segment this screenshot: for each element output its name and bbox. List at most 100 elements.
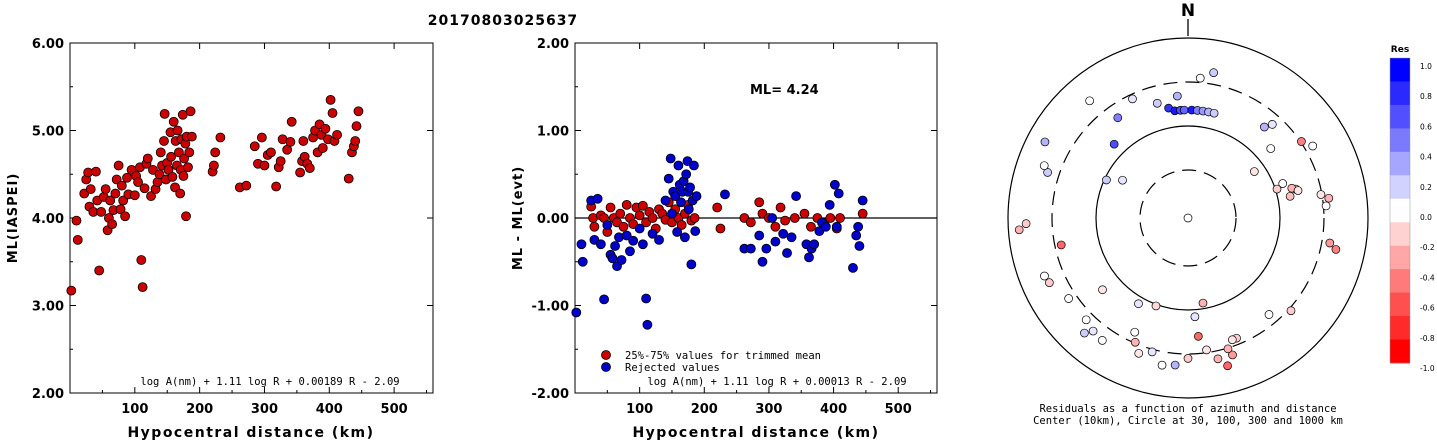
station-marker (1202, 345, 1211, 355)
station-marker (1151, 301, 1161, 311)
colorbar-title: Res (1391, 45, 1409, 55)
station-marker (1039, 161, 1049, 171)
station-marker (1170, 360, 1180, 370)
middle-formula: log A(nm) + 1.11 log R + 0.00013 R - 2.0… (647, 376, 906, 388)
left-y-axis: 2.00 3.00 4.00 5.00 6.00 (32, 37, 433, 402)
station-marker (1278, 179, 1288, 188)
station-marker (1227, 335, 1237, 345)
station-marker (1183, 354, 1193, 363)
data-point (602, 220, 613, 230)
station-marker (1014, 225, 1024, 235)
station-marker (1308, 141, 1318, 151)
station-marker (1267, 120, 1277, 129)
colorbar: Res 1.0 0.8 0.6 0.4 0.2 0.0 -0.2 -0.4 -0.6 -0.8 -1… (1389, 45, 1435, 373)
data-point (778, 228, 789, 239)
data-point (91, 166, 101, 177)
data-point (66, 285, 77, 296)
data-point (298, 136, 309, 146)
data-point (85, 184, 96, 195)
station-marker (1102, 175, 1111, 185)
data-point (107, 219, 118, 230)
colorbar-tick-label: -0.4 (1420, 273, 1435, 282)
station-marker (1157, 360, 1167, 370)
colorbar-cell (1390, 222, 1410, 247)
data-point (791, 191, 801, 202)
station-marker (1293, 186, 1303, 195)
station-marker (1266, 144, 1276, 153)
station-marker (1331, 245, 1341, 254)
station-marker (1085, 96, 1095, 106)
north-label: N (1181, 1, 1195, 21)
data-point (120, 211, 130, 222)
colorbar-cell (1390, 245, 1410, 270)
colorbar-cell (1390, 58, 1410, 82)
data-point (72, 234, 83, 245)
left-panel: 2.00 3.00 4.00 5.00 6.00 100 200 300 400 500 ML(… (6, 37, 434, 441)
station-marker (1021, 219, 1031, 229)
data-point (715, 223, 726, 234)
data-point (757, 256, 768, 267)
station-marker (1285, 191, 1295, 201)
data-point (105, 195, 116, 206)
middle-y-axis-label: ML - ML(evt) (511, 166, 526, 270)
data-point (625, 246, 635, 257)
data-point (139, 183, 150, 194)
left-data-points (66, 94, 364, 296)
data-point (824, 199, 835, 210)
x-tick-label: 400 (820, 402, 847, 417)
colorbar-scale (1389, 57, 1411, 364)
data-point (184, 147, 195, 158)
station-marker (1118, 175, 1127, 185)
y-tick-label: 1.00 (537, 125, 569, 140)
data-point (621, 230, 632, 241)
station-marker (1228, 350, 1237, 360)
station-marker (1080, 328, 1089, 338)
station-marker (1130, 327, 1140, 337)
colorbar-cell (1390, 316, 1410, 341)
station-marker (1147, 347, 1157, 357)
data-point (168, 116, 179, 127)
data-point (761, 243, 772, 254)
ring-300km (1051, 81, 1325, 355)
station-marker (1043, 168, 1052, 177)
x-tick-label: 300 (755, 402, 782, 417)
polar-panel: N Residuals as a function of azimuth and… (1007, 1, 1369, 427)
event-title: 20170803025637 (428, 13, 578, 29)
data-point (712, 202, 723, 213)
data-point (691, 191, 702, 202)
data-point (799, 208, 810, 219)
data-point (320, 123, 331, 134)
data-point (325, 94, 336, 105)
data-point (351, 121, 362, 132)
x-tick-label: 200 (691, 402, 718, 417)
data-point (754, 197, 765, 208)
station-marker (1325, 238, 1335, 248)
station-marker (1109, 139, 1119, 149)
x-tick-label: 400 (316, 402, 343, 417)
data-point (256, 132, 267, 143)
colorbar-tick-label: 0.2 (1420, 183, 1432, 192)
station-marker (1152, 98, 1162, 108)
station-marker (1134, 299, 1143, 309)
station-marker (1316, 190, 1326, 199)
data-point (133, 177, 143, 188)
data-point (685, 182, 695, 193)
data-point (809, 239, 820, 250)
station-marker (1056, 240, 1066, 250)
data-point (618, 221, 629, 232)
middle-y-axis: -2.00 -1.00 0.00 1.00 2.00 (532, 37, 937, 402)
data-point (589, 221, 600, 232)
station-marker (1264, 310, 1274, 319)
data-point (647, 213, 658, 223)
left-x-axis-label: Hypocentral distance (km) (127, 425, 374, 441)
station-marker (1113, 113, 1123, 123)
data-point (610, 241, 620, 251)
data-point (857, 208, 868, 219)
data-point (690, 226, 701, 237)
data-point (576, 239, 587, 250)
data-point (621, 199, 632, 210)
polar-data-points (1014, 68, 1341, 371)
data-point (166, 151, 177, 162)
data-point (94, 265, 105, 276)
